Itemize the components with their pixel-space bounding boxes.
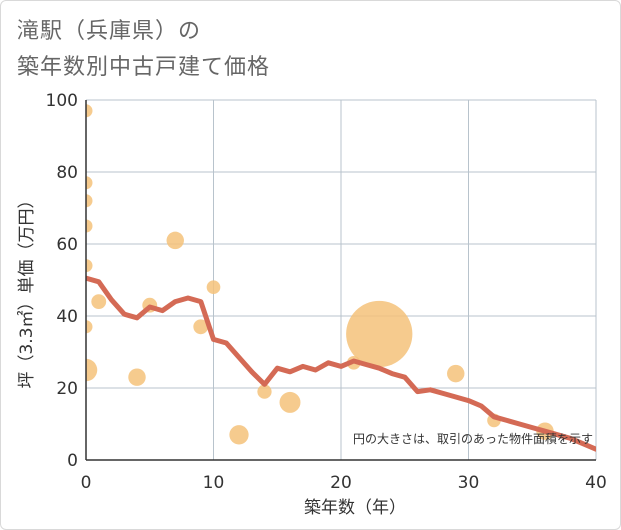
size-annotation: 円の大きさは、取引のあった物件面積を示す (353, 431, 593, 446)
x-tick-label: 10 (203, 473, 225, 493)
data-bubble (86, 358, 98, 382)
x-axis-label: 築年数（年） (304, 498, 406, 518)
line-layer (86, 275, 596, 452)
grid (86, 99, 597, 460)
x-tick-label: 0 (81, 473, 92, 493)
tick-labels: 0 10 20 30 40 0 20 40 60 80 100 (46, 91, 607, 493)
data-bubble (128, 368, 146, 386)
data-bubble (86, 194, 93, 208)
chart-title: 滝駅（兵庫県）の 築年数別中古戸建て価格 (17, 14, 270, 86)
chart-title-line-2: 築年数別中古戸建て価格 (17, 55, 271, 80)
data-bubble (86, 104, 93, 118)
data-bubble (206, 280, 221, 295)
y-tick-label: 60 (56, 235, 78, 255)
data-bubble (91, 294, 107, 310)
data-bubble (346, 300, 413, 368)
y-tick-label: 0 (67, 451, 78, 471)
y-tick-label: 100 (46, 91, 78, 111)
chart-title-line-1: 滝駅（兵庫県）の (17, 19, 202, 44)
data-bubble (229, 425, 249, 445)
y-axis-label: 坪（3.3㎡）単価（万円） (17, 191, 37, 388)
data-bubble (166, 231, 184, 250)
data-bubble (86, 176, 93, 190)
data-bubble (257, 384, 272, 399)
y-tick-label: 40 (56, 307, 78, 327)
x-tick-label: 30 (458, 473, 480, 493)
data-bubble (86, 219, 93, 233)
x-tick-label: 20 (330, 473, 352, 493)
data-bubble (86, 320, 93, 334)
data-bubble (279, 391, 301, 413)
x-tick-label: 40 (585, 473, 607, 493)
data-bubble (447, 364, 465, 383)
average-price-line (86, 275, 596, 452)
data-bubble (193, 319, 209, 335)
y-tick-label: 80 (56, 163, 78, 183)
axes (85, 100, 596, 461)
data-bubble (86, 259, 93, 273)
y-tick-label: 20 (56, 379, 78, 399)
